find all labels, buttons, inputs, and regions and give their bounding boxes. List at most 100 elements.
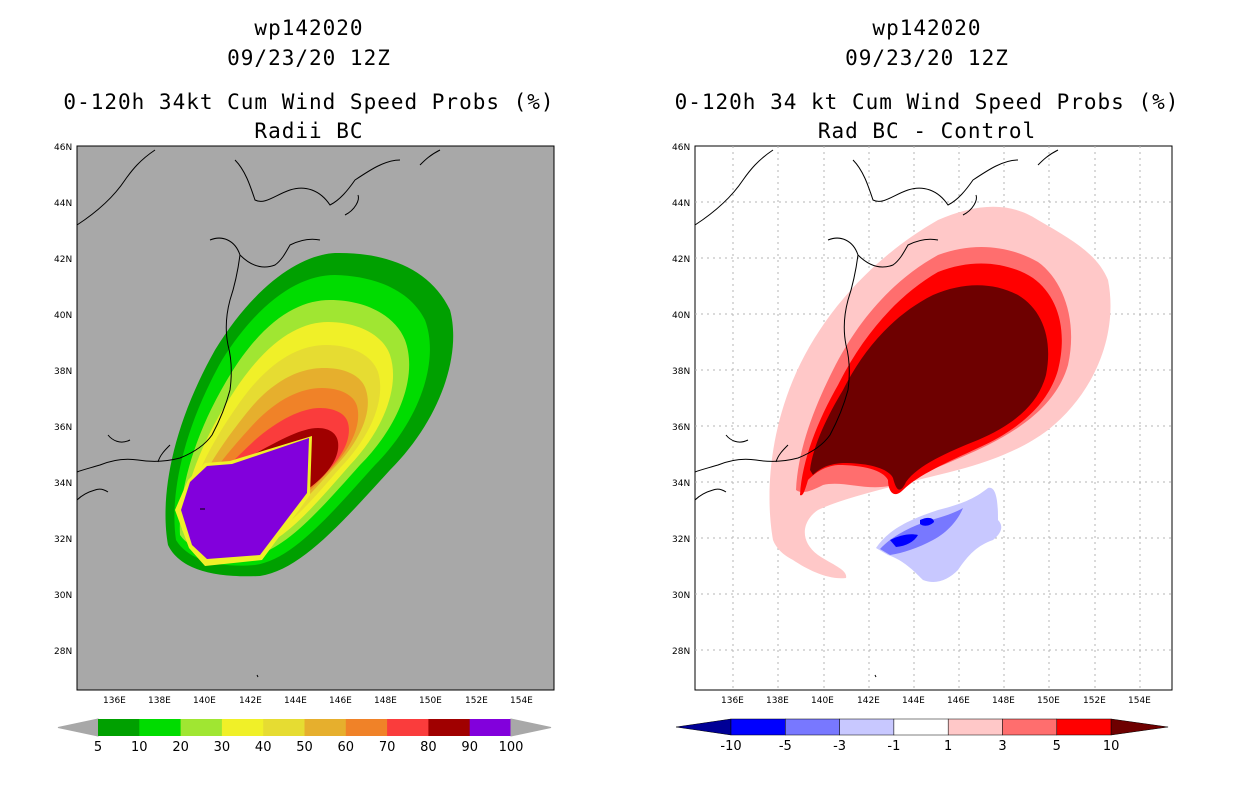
- left-map: 46N 44N 42N 40N 38N 36N 34N 32N 30N 28N …: [54, 143, 555, 755]
- left-subtitle: Radii BC: [254, 119, 364, 143]
- left-lon-label: 142E: [239, 696, 262, 706]
- right-lon-label: 152E: [1083, 696, 1106, 706]
- colorbar-box: [947, 718, 1003, 736]
- colorbar-label: -1: [887, 739, 900, 754]
- colorbar-box: [221, 719, 264, 736]
- colorbar-box: [387, 719, 429, 736]
- right-map: 46N 44N 42N 40N 38N 36N 34N 32N 30N 28N …: [672, 143, 1173, 754]
- colorbar-label: 1: [944, 739, 952, 754]
- right-lon-label: 140E: [811, 696, 834, 706]
- colorbar-box: [1002, 718, 1058, 736]
- right-lat-label: 38N: [672, 367, 690, 377]
- colorbar-label: 3: [998, 739, 1006, 754]
- right-lon-axis: 136E 138E 140E 142E 144E 146E 148E 150E …: [721, 696, 1151, 706]
- right-product-title: 0-120h 34 kt Cum Wind Speed Probs (%): [674, 90, 1180, 114]
- right-lon-label: 138E: [766, 696, 789, 706]
- right-panel: wp142020 09/23/20 12Z 0-120h 34 kt Cum W…: [618, 0, 1236, 800]
- right-lat-label: 40N: [672, 311, 690, 321]
- left-coastline: [76, 149, 441, 678]
- left-lon-label: 138E: [148, 696, 171, 706]
- colorbar-box: [730, 718, 786, 736]
- colorbar-box: [345, 719, 388, 736]
- left-lat-label: 46N: [54, 143, 72, 153]
- right-lat-label: 44N: [672, 199, 690, 209]
- left-lon-label: 136E: [103, 696, 126, 706]
- left-lon-label: 152E: [465, 696, 488, 706]
- colorbar-box: [98, 719, 140, 736]
- colorbar-box: [785, 718, 840, 736]
- colorbar-box: [839, 718, 895, 736]
- left-lon-label: 150E: [419, 696, 442, 706]
- colorbar-right-end: [1110, 718, 1169, 736]
- colorbar-left-end: [675, 718, 732, 736]
- left-storm-id: wp142020: [254, 16, 364, 40]
- right-datetime: 09/23/20 12Z: [845, 46, 1009, 70]
- right-lat-label: 46N: [672, 143, 690, 153]
- right-lon-label: 154E: [1128, 696, 1151, 706]
- left-product-title: 0-120h 34kt Cum Wind Speed Probs (%): [63, 90, 555, 114]
- right-lon-label: 146E: [947, 696, 970, 706]
- colorbar-box: [263, 719, 305, 736]
- right-lat-label: 32N: [672, 535, 690, 545]
- left-lon-label: 146E: [329, 696, 352, 706]
- colorbar-box: [893, 718, 949, 736]
- diff-neg-5: [890, 534, 918, 547]
- diff-neg-5b: [920, 517, 934, 526]
- colorbar-label: 5: [94, 740, 102, 755]
- left-lat-label: 40N: [54, 311, 72, 321]
- colorbar-box: [469, 719, 512, 736]
- left-lat-label: 34N: [54, 479, 72, 489]
- colorbar-label: 20: [172, 740, 189, 755]
- colorbar-box: [304, 719, 347, 736]
- colorbar-label: 100: [499, 740, 524, 755]
- colorbar-label: 30: [214, 740, 231, 755]
- colorbar-box: [139, 719, 182, 736]
- right-lat-label: 34N: [672, 479, 690, 489]
- colorbar-label: 60: [338, 740, 355, 755]
- left-lat-label: 28N: [54, 647, 72, 657]
- right-difference-contours: [769, 206, 1111, 582]
- right-lat-label: 36N: [672, 423, 690, 433]
- colorbar-label: 10: [1103, 739, 1120, 754]
- left-panel: wp142020 09/23/20 12Z 0-120h 34kt Cum Wi…: [54, 16, 555, 755]
- left-lat-label: 32N: [54, 535, 72, 545]
- left-lon-axis: 136E 138E 140E 142E 144E 146E 148E 150E …: [103, 696, 533, 706]
- right-lat-label: 30N: [672, 591, 690, 601]
- left-lon-label: 148E: [374, 696, 397, 706]
- colorbar-label: -10: [720, 739, 741, 754]
- right-lon-label: 150E: [1037, 696, 1060, 706]
- colorbar-box: [180, 719, 223, 736]
- contour-100: [181, 438, 309, 559]
- right-lat-axis: 46N 44N 42N 40N 38N 36N 34N 32N 30N 28N: [672, 143, 690, 657]
- left-lat-label: 36N: [54, 423, 72, 433]
- colorbar-right-end: [510, 718, 552, 737]
- colorbar-label: 10: [131, 740, 148, 755]
- left-probability-contours: [165, 252, 454, 577]
- right-subtitle: Rad BC - Control: [817, 119, 1037, 143]
- left-lat-axis: 46N 44N 42N 40N 38N 36N 34N 32N 30N 28N: [54, 143, 72, 657]
- left-lon-label: 140E: [193, 696, 216, 706]
- diff-10: [810, 285, 1049, 490]
- right-lon-label: 144E: [902, 696, 925, 706]
- right-storm-id: wp142020: [872, 16, 982, 40]
- left-lat-label: 44N: [54, 199, 72, 209]
- right-lat-label: 42N: [672, 255, 690, 265]
- colorbar-label: 5: [1053, 739, 1061, 754]
- left-datetime: 09/23/20 12Z: [227, 46, 391, 70]
- right-lon-label: 136E: [721, 696, 744, 706]
- colorbar-box: [1056, 718, 1112, 736]
- colorbar-box: [428, 719, 471, 736]
- colorbar-label: -3: [833, 739, 846, 754]
- right-coastline: [694, 149, 1059, 678]
- colorbar-left-end: [57, 718, 99, 737]
- colorbar-label: -5: [779, 739, 792, 754]
- right-lon-label: 148E: [992, 696, 1015, 706]
- colorbar-label: 40: [255, 740, 272, 755]
- left-lon-label: 144E: [284, 696, 307, 706]
- colorbar-label: 70: [379, 740, 396, 755]
- left-colorbar: 5 10 20 30 40 50 60 70 80 90 100: [57, 718, 552, 755]
- left-lat-label: 30N: [54, 591, 72, 601]
- left-lat-label: 38N: [54, 367, 72, 377]
- left-lat-label: 42N: [54, 255, 72, 265]
- right-lat-label: 28N: [672, 647, 690, 657]
